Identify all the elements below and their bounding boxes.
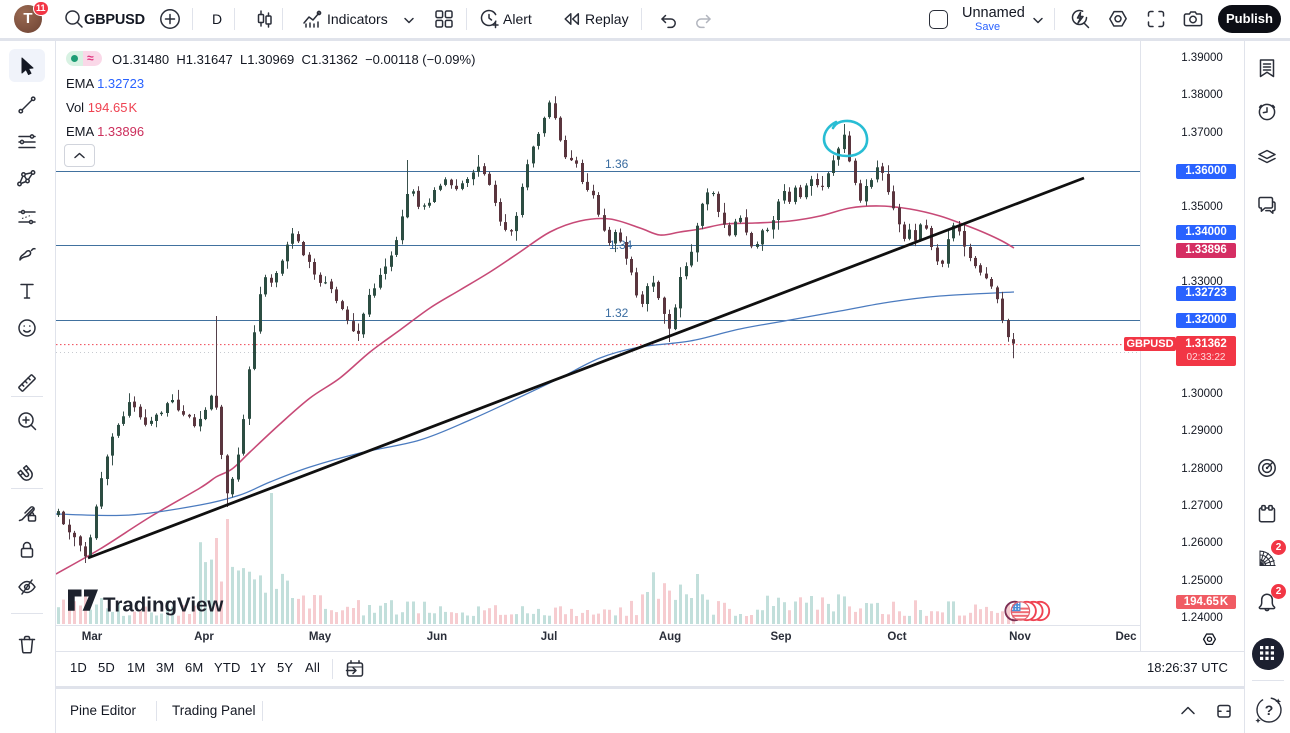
svg-text:TradingView: TradingView — [103, 594, 223, 617]
svg-text:?: ? — [1265, 702, 1274, 718]
svg-text:1.36: 1.36 — [605, 157, 629, 171]
svg-text:1.32: 1.32 — [605, 306, 629, 320]
